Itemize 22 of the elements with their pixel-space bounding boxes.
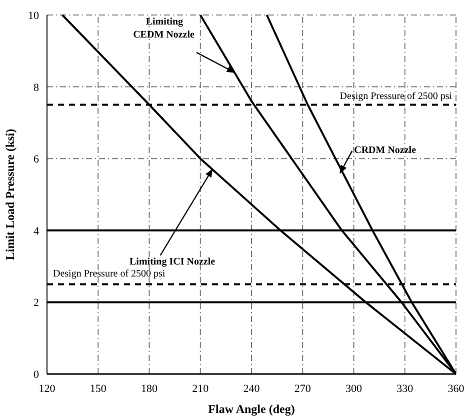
y-tick-label: 2	[34, 297, 39, 310]
x-tick-label: 360	[448, 383, 464, 395]
y-tick-label: 6	[34, 154, 40, 166]
y-axis-title: Limit Load Pressure (ksi)	[3, 128, 17, 260]
annotation: Limiting ICI Nozzle	[130, 256, 216, 268]
annotation: CRDM Nozzle	[354, 144, 417, 156]
x-tick-label: 150	[90, 383, 107, 395]
x-tick-label: 210	[192, 383, 210, 395]
x-tick-label: 120	[38, 383, 56, 395]
x-tick-label: 300	[346, 383, 362, 395]
x-tick-label: 330	[396, 383, 414, 395]
ref-line-label: Design Pressure of 2500 psi	[53, 268, 166, 280]
x-tick-label: 270	[294, 383, 312, 395]
annotation: Limiting CEDM Nozzle	[133, 16, 196, 40]
y-tick-label: 4	[34, 225, 40, 238]
y-tick-label: 0	[34, 369, 40, 381]
ref-line-label: Design Pressure of 2500 psi	[340, 90, 452, 102]
x-tick-label: 240	[243, 383, 260, 395]
y-tick-label: 8	[34, 82, 40, 94]
y-tick-label: 10	[28, 10, 40, 22]
x-tick-label: 180	[141, 383, 158, 395]
x-axis-title: Flaw Angle (deg)	[208, 402, 295, 416]
